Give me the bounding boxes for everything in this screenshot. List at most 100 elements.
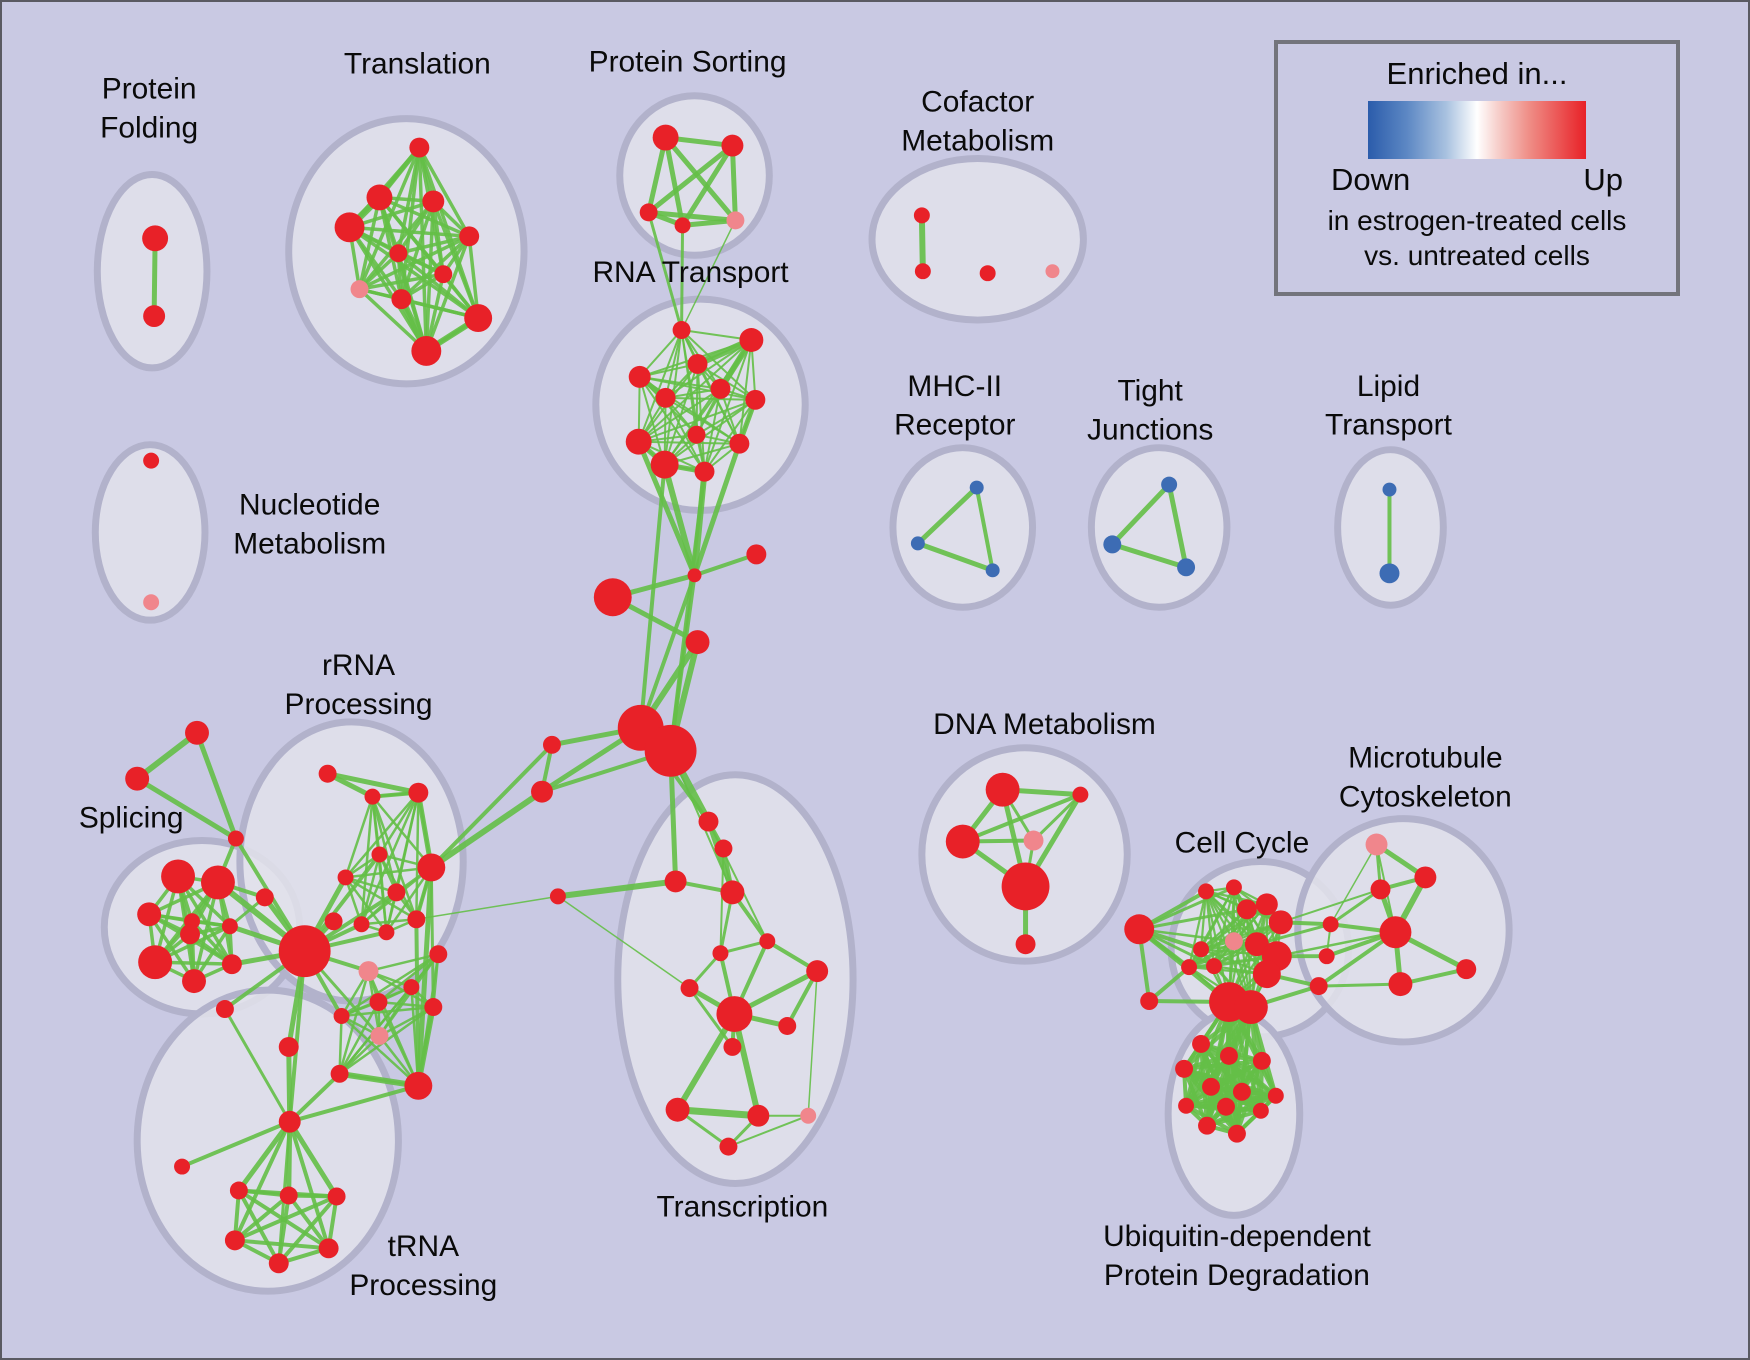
- edge: [357, 272, 446, 291]
- edge: [232, 1193, 291, 1243]
- gene-set-node-X7: [712, 945, 729, 962]
- cluster-label-cofactor-metabolism-line2: Metabolism: [901, 124, 1054, 157]
- gene-set-node-D2: [1072, 786, 1089, 803]
- edge: [647, 210, 684, 332]
- gene-set-node-SP3: [227, 830, 244, 847]
- edge: [360, 918, 418, 926]
- gene-set-node-CF2: [914, 263, 931, 280]
- gene-set-node-R11: [407, 910, 426, 929]
- cluster-label-trna-processing-line2: Processing: [349, 1269, 497, 1302]
- gene-set-node-LP2: [1379, 563, 1400, 584]
- gene-set-node-U11: [1198, 1116, 1216, 1135]
- edge: [680, 219, 737, 331]
- gene-set-node-CC4: [1225, 879, 1242, 896]
- cluster-label-splicing: Splicing: [79, 801, 184, 834]
- gene-set-node-TJ2: [1103, 535, 1122, 554]
- edge: [360, 791, 420, 926]
- gene-set-node-SP13: [255, 888, 274, 907]
- legend-title: Enriched in...: [1386, 56, 1568, 91]
- edge: [646, 209, 738, 223]
- cluster-labels-layer: Protein Folding Translation Protein Sorting…: [79, 46, 1512, 1302]
- gene-set-node-CN1: [1322, 916, 1339, 933]
- gene-set-node-N2: [143, 594, 160, 611]
- gene-set-node-CC10: [1181, 959, 1198, 976]
- edge: [236, 1188, 281, 1266]
- gene-set-node-U5: [1202, 1077, 1220, 1096]
- edge: [1204, 890, 1236, 943]
- gene-set-node-T1: [409, 137, 430, 158]
- gene-set-node-T5: [459, 226, 480, 247]
- gene-set-node-SP9: [180, 924, 200, 945]
- edge: [338, 1014, 343, 1076]
- edge: [663, 135, 738, 223]
- gene-set-node-T10: [464, 304, 493, 333]
- gene-set-node-PS1: [652, 124, 679, 151]
- gene-set-node-D3: [945, 824, 980, 859]
- gene-set-node-M1: [1365, 833, 1388, 856]
- gene-set-node-T3: [334, 212, 365, 243]
- gene-set-node-LP1: [1382, 482, 1397, 497]
- cluster-label-ubiquitin-degradation-line2: Protein Degradation: [1104, 1259, 1370, 1292]
- gene-set-node-R13: [278, 1036, 299, 1057]
- gene-set-node-RT1: [672, 321, 691, 340]
- gene-set-node-TR3: [229, 1181, 248, 1200]
- edge: [638, 462, 667, 730]
- edge: [344, 795, 374, 879]
- gene-set-node-RT12: [694, 461, 715, 482]
- gene-set-node-TR6: [224, 1230, 245, 1251]
- cluster-ellipse-tight-junctions: [1087, 444, 1231, 611]
- gene-set-node-TR5: [327, 1187, 346, 1206]
- edge: [915, 540, 996, 573]
- gene-set-node-X6: [759, 933, 776, 950]
- edge: [396, 234, 471, 256]
- edge: [134, 776, 239, 842]
- edge: [134, 729, 200, 782]
- edge: [347, 225, 480, 320]
- gene-set-node-CC3: [1198, 883, 1214, 900]
- gene-set-node-RT2: [739, 328, 764, 352]
- gene-set-node-X1: [698, 811, 719, 832]
- legend-down-label: Down: [1331, 162, 1411, 197]
- gene-set-node-TR1: [278, 1110, 301, 1133]
- gene-set-node-RT6: [655, 387, 676, 408]
- edge: [1137, 885, 1236, 931]
- cluster-label-trna-processing-line1: tRNA: [388, 1230, 460, 1263]
- edge: [378, 791, 420, 856]
- legend-caption-line2: vs. untreated cells: [1364, 240, 1590, 271]
- cluster-label-nucleotide-metabolism-line1: Nucleotide: [239, 488, 380, 521]
- edge: [429, 865, 435, 1009]
- edge: [176, 874, 234, 966]
- edge: [554, 878, 679, 900]
- edge: [729, 143, 738, 223]
- edge: [340, 1014, 420, 1088]
- gene-set-node-CC12: [1244, 932, 1269, 957]
- gene-set-node-SP1: [185, 720, 209, 745]
- edge: [718, 939, 769, 955]
- gene-set-node-SP8: [221, 918, 238, 935]
- cluster-label-ubiquitin-degradation-line1: Ubiquitin-dependent: [1103, 1220, 1371, 1253]
- edge: [286, 1193, 331, 1251]
- gene-set-node-U8: [1178, 1097, 1195, 1114]
- gene-set-node-CC11: [1206, 958, 1222, 975]
- gene-set-node-TR7: [318, 1238, 339, 1259]
- cluster-label-lipid-transport-line1: Lipid: [1357, 370, 1420, 403]
- cluster-label-transcription: Transcription: [657, 1190, 829, 1223]
- gene-set-node-R12: [215, 1000, 234, 1019]
- gene-set-node-T8: [350, 280, 369, 299]
- edge: [1109, 541, 1189, 570]
- edge: [357, 145, 422, 291]
- edge: [664, 396, 706, 473]
- edge: [960, 792, 1083, 844]
- edge: [287, 1119, 340, 1199]
- cluster-label-mhc-ii-receptor-line2: Receptor: [894, 409, 1015, 442]
- edge: [415, 791, 420, 921]
- gene-set-node-M4: [1379, 916, 1412, 949]
- gene-set-node-X8: [806, 960, 829, 983]
- gene-set-node-RT8: [687, 425, 706, 444]
- edge: [703, 398, 757, 473]
- cluster-label-tight-junctions-line1: Tight: [1117, 375, 1183, 408]
- edge: [344, 791, 420, 879]
- cluster-label-tight-junctions-line2: Junctions: [1087, 414, 1213, 447]
- gene-set-node-R18: [369, 993, 388, 1012]
- edge: [663, 398, 757, 466]
